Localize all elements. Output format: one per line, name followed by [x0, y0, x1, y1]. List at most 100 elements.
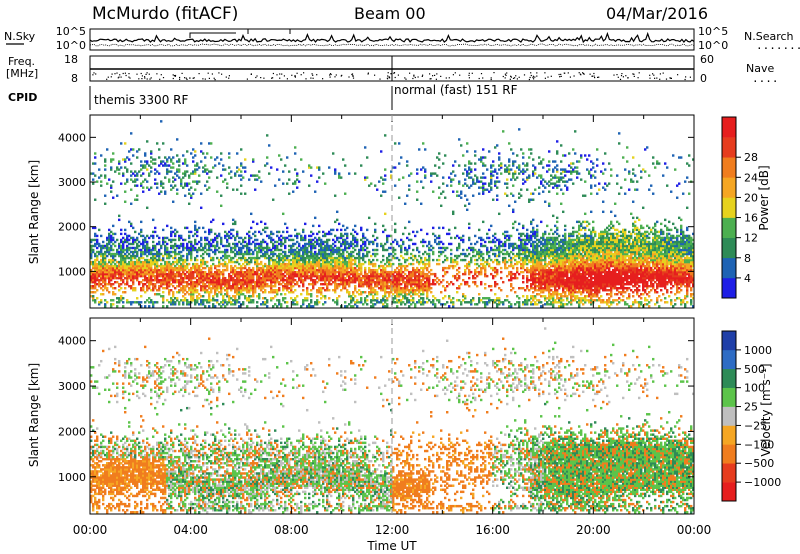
power-cell [262, 268, 265, 272]
power-cell [112, 303, 115, 306]
power-cell [262, 287, 265, 290]
power-cell [170, 282, 173, 286]
power-cell [254, 256, 257, 260]
power-cell [92, 274, 95, 278]
power-cell [126, 238, 129, 242]
power-cell [122, 301, 125, 304]
power-cell [174, 252, 177, 256]
power-cell [150, 156, 153, 159]
power-cell [372, 295, 375, 298]
power-cell [272, 266, 275, 270]
power-cell [312, 244, 315, 248]
power-cell [248, 246, 251, 250]
power-cell [136, 266, 139, 270]
nave-dot [148, 73, 150, 75]
power-cell [400, 301, 403, 304]
power-cell [342, 268, 345, 272]
power-cell [322, 264, 325, 268]
power-cell [272, 252, 275, 256]
power-cell [130, 284, 133, 288]
power-cell [120, 262, 123, 266]
power-cell [208, 246, 211, 250]
power-cell [272, 198, 275, 201]
power-cell [172, 176, 175, 179]
power-cell [396, 274, 399, 278]
power-cell [286, 278, 289, 282]
power-cell [216, 242, 219, 246]
power-cell [364, 268, 367, 272]
power-cell [424, 174, 427, 177]
power-cell [172, 156, 175, 159]
power-cell [108, 238, 111, 242]
power-cell [452, 301, 455, 304]
power-cell [294, 254, 297, 258]
power-cell [240, 280, 243, 284]
power-cell [132, 266, 135, 270]
power-cell [162, 256, 165, 260]
power-cell [152, 252, 155, 256]
power-cell [154, 178, 157, 181]
power-cell [130, 202, 133, 205]
power-cell [390, 170, 393, 173]
power-cell [300, 280, 303, 284]
power-cell [226, 278, 229, 282]
power-cell [132, 260, 135, 264]
power-cell [108, 280, 111, 284]
power-cell [222, 280, 225, 284]
power-cell [296, 236, 299, 240]
power-cell [336, 246, 339, 250]
power-cell [372, 268, 375, 272]
power-cell [310, 272, 313, 276]
power-cell [158, 172, 161, 175]
power-cell [372, 287, 375, 290]
power-cell [326, 242, 329, 246]
power-cell [464, 204, 467, 207]
power-cell [366, 238, 369, 242]
power-cell [164, 272, 167, 276]
power-cell [108, 274, 111, 278]
power-cell [364, 291, 367, 294]
power-cell [110, 236, 113, 240]
power-cell [188, 252, 191, 256]
power-cell [210, 170, 213, 173]
power-cell [360, 280, 363, 284]
power-cell [198, 278, 201, 282]
power-cell [192, 160, 195, 163]
power-cell [202, 278, 205, 282]
nave-dot [367, 73, 369, 75]
power-cell [130, 246, 133, 250]
power-cell [128, 246, 131, 250]
power-cell [116, 168, 119, 171]
power-cell [120, 246, 123, 250]
power-cell [168, 238, 171, 242]
power-cell [190, 282, 193, 286]
power-cell [342, 254, 345, 258]
nave-dot [429, 78, 431, 80]
power-cell [262, 291, 265, 294]
power-cell [160, 264, 163, 268]
power-cell [90, 295, 93, 298]
power-cell [374, 284, 377, 288]
power-cell [408, 188, 411, 191]
power-cell [150, 301, 153, 304]
power-cell [356, 299, 359, 302]
power-cell [168, 170, 171, 173]
power-cell [238, 250, 241, 254]
power-cell [338, 174, 341, 177]
nave-dot [193, 77, 195, 79]
power-cell [184, 184, 187, 187]
power-cell [332, 246, 335, 250]
power-cell [130, 272, 133, 276]
power-cell [356, 232, 359, 236]
freq-traces [90, 56, 694, 81]
power-cell [224, 299, 227, 302]
nave-dot [174, 74, 177, 77]
power-cell [290, 289, 293, 292]
power-cell [252, 220, 255, 224]
power-cell [178, 260, 181, 264]
power-cell [372, 264, 375, 268]
power-cell [92, 280, 95, 284]
power-cell [104, 299, 107, 302]
power-cell [316, 238, 319, 242]
power-cell [240, 236, 243, 240]
